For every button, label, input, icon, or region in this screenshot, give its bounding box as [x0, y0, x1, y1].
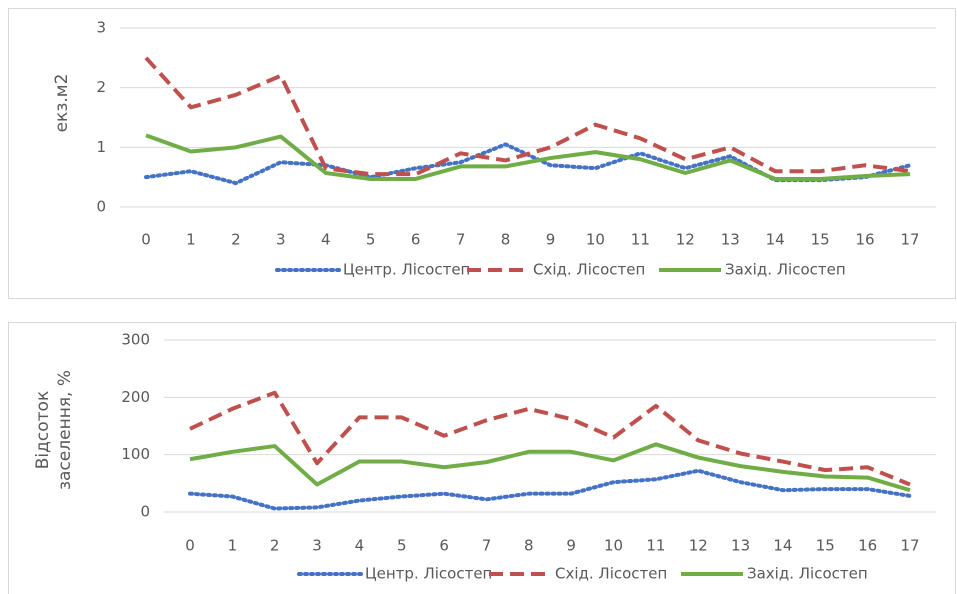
y-tick-label: 100 [121, 445, 150, 463]
x-tick-label: 7 [456, 231, 466, 249]
legend-label: Захід. Лісостеп [747, 565, 868, 583]
y-tick-label: 3 [96, 19, 106, 37]
x-tick-label: 0 [141, 231, 151, 249]
x-tick-label: 7 [482, 537, 492, 555]
x-tick-label: 3 [276, 231, 286, 249]
legend-label: Центр. Лісостеп [365, 565, 492, 583]
x-tick-label: 5 [366, 231, 376, 249]
x-tick-label: 11 [646, 537, 665, 555]
x-tick-label: 2 [231, 231, 241, 249]
x-tick-label: 12 [676, 231, 695, 249]
y-axis-title: екз.м2 [52, 74, 72, 133]
x-tick-label: 13 [731, 537, 750, 555]
x-tick-label: 16 [858, 537, 877, 555]
y-axis-title-line: заселення, % [55, 370, 75, 490]
x-tick-label: 16 [856, 231, 875, 249]
y-tick-label: 300 [121, 331, 150, 349]
y-tick-label: 0 [140, 503, 150, 521]
x-tick-label: 3 [312, 537, 322, 555]
y-axis-title: Відсоток заселення, % [33, 370, 75, 490]
y-axis-title-line: Відсоток [33, 391, 53, 469]
x-tick-label: 0 [185, 537, 195, 555]
x-tick-label: 15 [816, 537, 835, 555]
y-tick-label: 1 [96, 138, 106, 156]
x-tick-label: 13 [721, 231, 740, 249]
legend-label: Центр. Лісостеп [343, 261, 470, 279]
x-tick-label: 10 [586, 231, 605, 249]
data-line [189, 390, 911, 487]
x-tick-label: 17 [900, 231, 919, 249]
x-tick-label: 10 [604, 537, 623, 555]
x-tick-label: 14 [773, 537, 792, 555]
x-tick-label: 5 [397, 537, 407, 555]
x-tick-label: 11 [631, 231, 650, 249]
x-tick-label: 17 [900, 537, 919, 555]
legend-label: Схід. Лісостеп [533, 261, 645, 279]
data-line [145, 133, 911, 181]
legend-label: Схід. Лісостеп [555, 565, 667, 583]
chart-panel [8, 322, 956, 594]
x-tick-label: 4 [321, 231, 331, 249]
y-tick-label: 0 [96, 198, 106, 216]
y-tick-label: 200 [121, 388, 150, 406]
x-tick-label: 1 [228, 537, 238, 555]
data-line [189, 442, 911, 493]
legend-label: Захід. Лісостеп [725, 261, 846, 279]
x-tick-label: 2 [270, 537, 280, 555]
x-tick-label: 6 [411, 231, 421, 249]
x-tick-label: 9 [546, 231, 556, 249]
x-tick-label: 15 [811, 231, 830, 249]
x-tick-label: 12 [689, 537, 708, 555]
x-tick-label: 8 [524, 537, 534, 555]
x-tick-label: 8 [501, 231, 511, 249]
x-tick-label: 9 [566, 537, 576, 555]
data-line [188, 468, 912, 511]
x-tick-label: 6 [439, 537, 449, 555]
x-tick-label: 14 [766, 231, 785, 249]
x-tick-label: 1 [186, 231, 196, 249]
x-tick-label: 4 [355, 537, 365, 555]
data-line [144, 56, 911, 177]
y-tick-label: 2 [96, 78, 106, 96]
